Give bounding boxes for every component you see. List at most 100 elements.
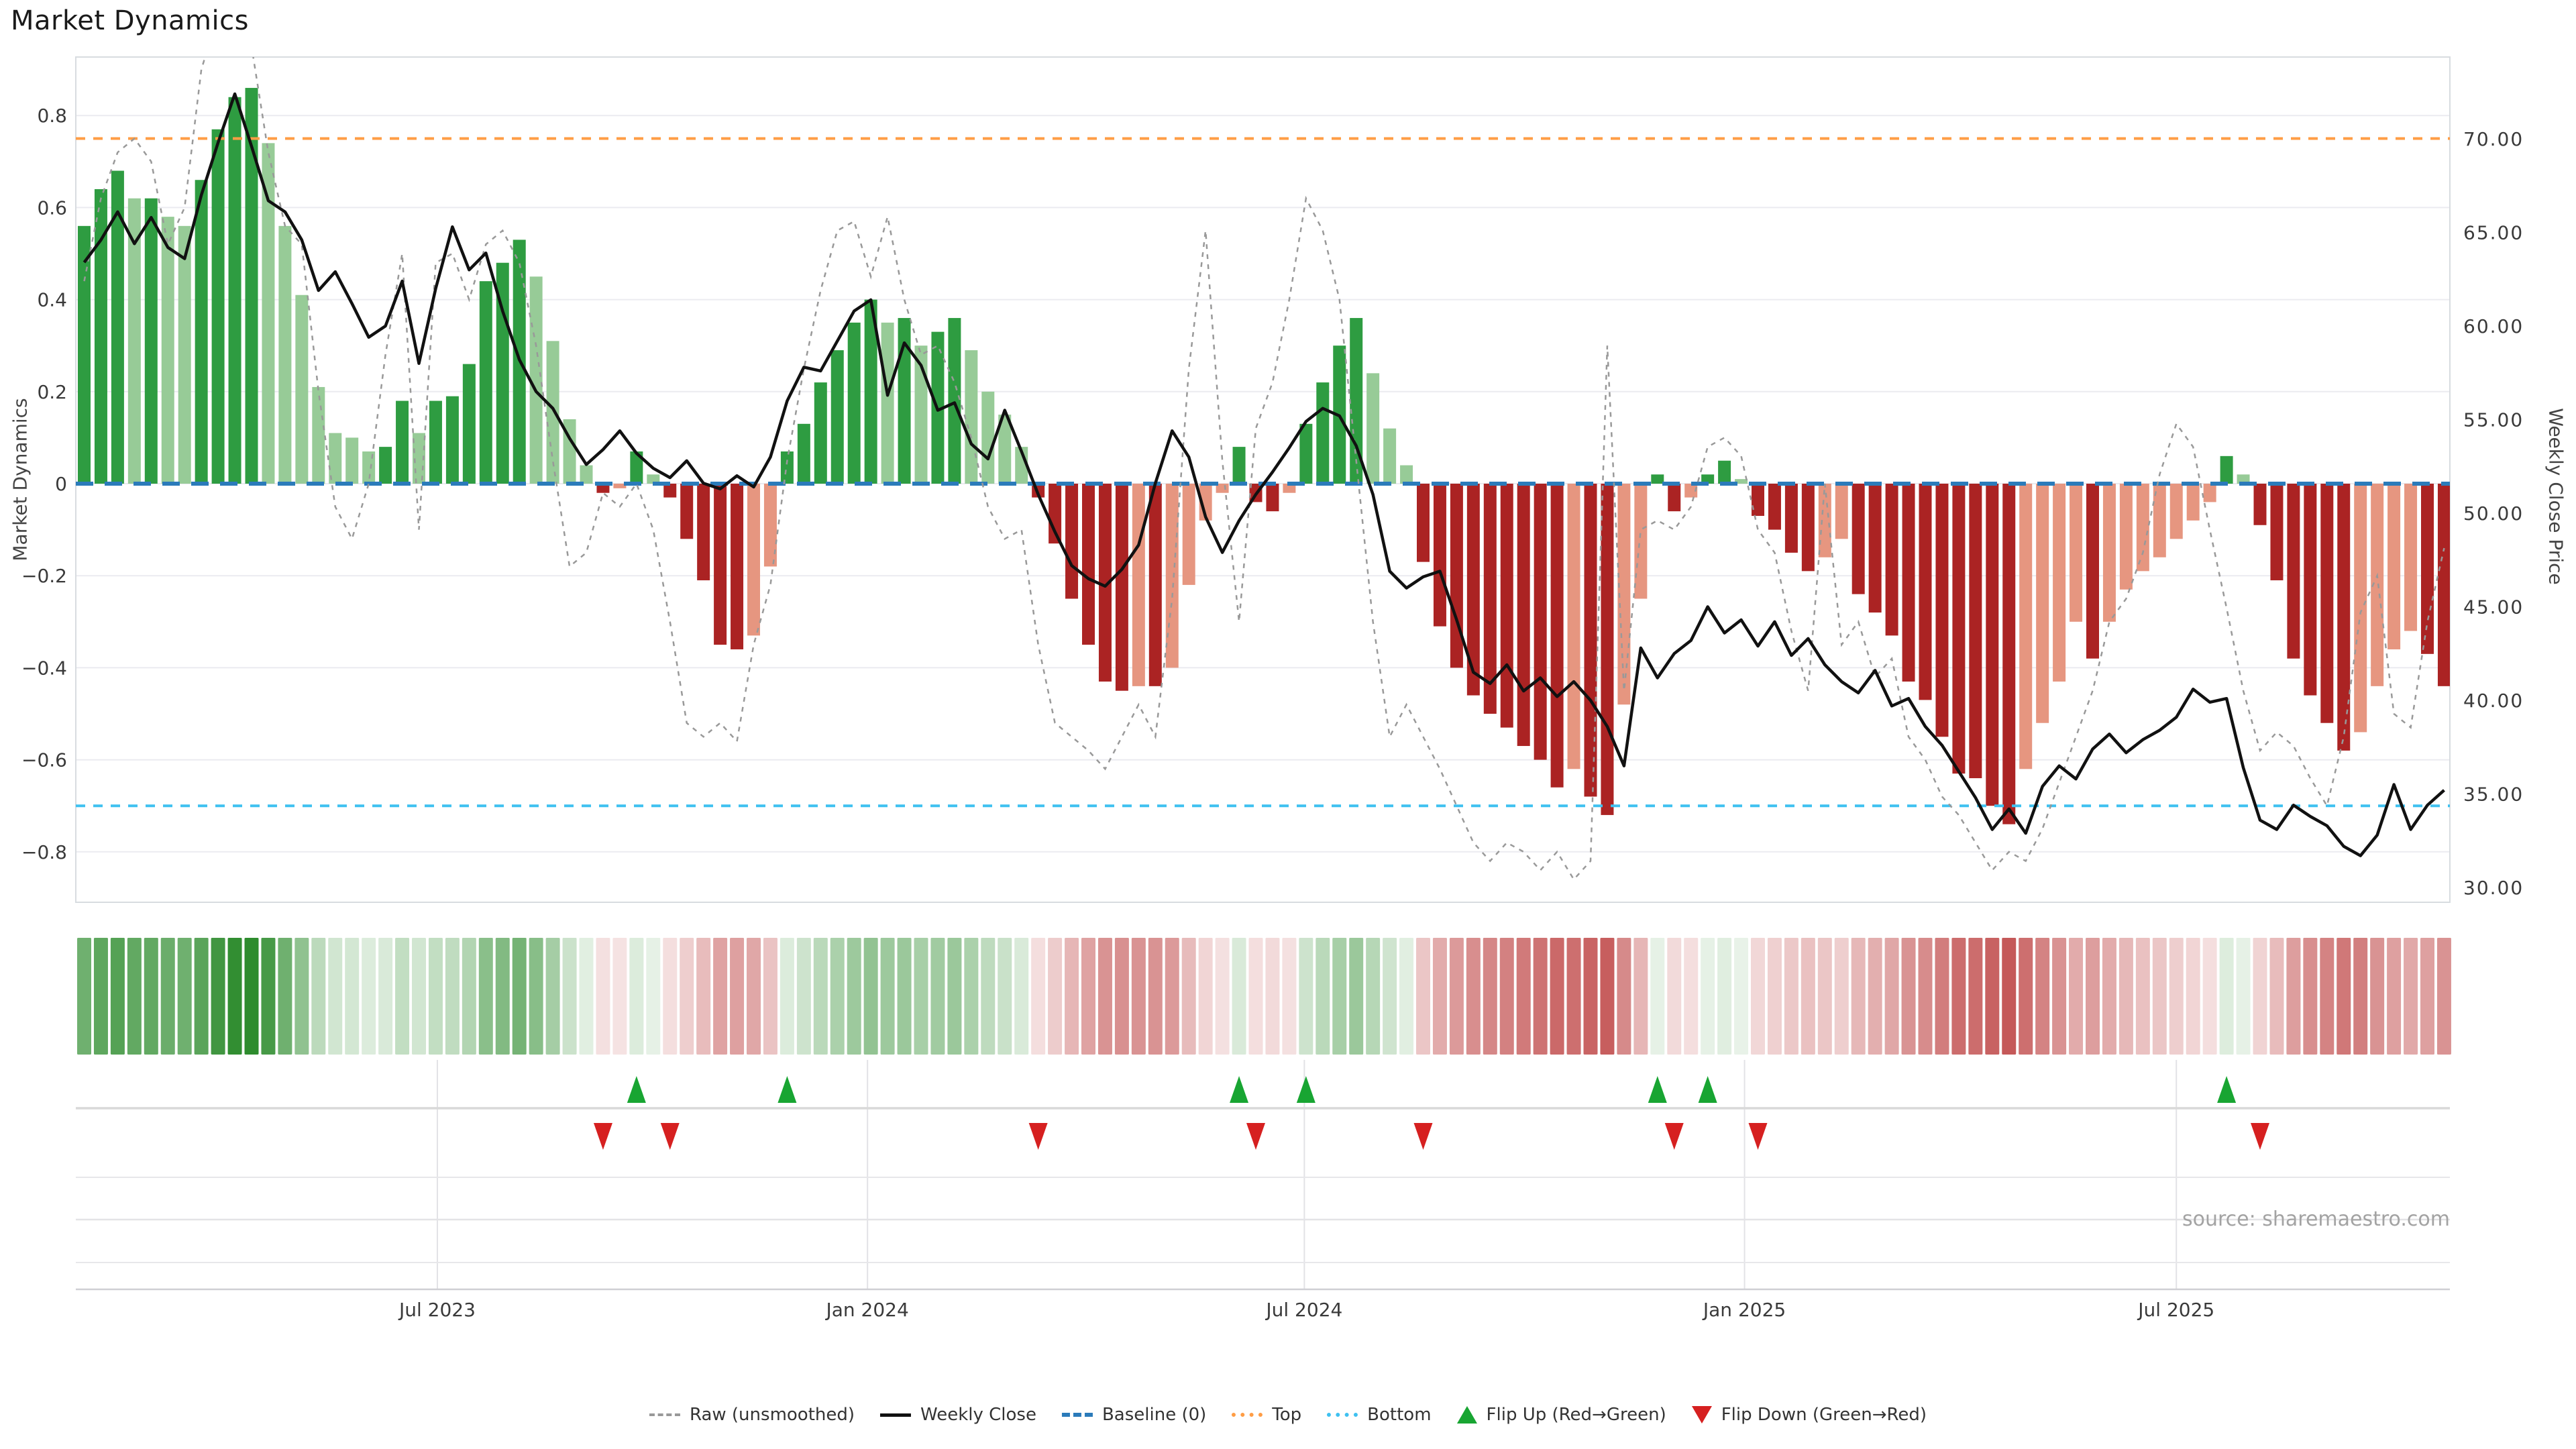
dynamics-bar	[1752, 484, 1764, 517]
heatmap-cell	[2118, 938, 2133, 1055]
heatmap-cell	[1366, 938, 1381, 1055]
right-axis-tick: 60.00	[2463, 315, 2524, 337]
heatmap-cell	[1449, 938, 1464, 1055]
heatmap-cell	[562, 938, 577, 1055]
flip-up-markers	[627, 1076, 2237, 1103]
heatmap-cell	[830, 938, 845, 1055]
flip-down-markers	[593, 1123, 2269, 1150]
x-axis-tick: Jul 2023	[398, 1299, 476, 1321]
legend-item-label: Top	[1272, 1405, 1302, 1425]
flip-down-marker	[1246, 1123, 1265, 1150]
heatmap-cell	[2102, 938, 2116, 1055]
dynamics-bar	[1601, 484, 1614, 815]
heatmap-cell	[2086, 938, 2100, 1055]
baseline-legend-swatch	[1061, 1413, 1093, 1417]
heatmap-cell	[612, 938, 627, 1055]
heatmap-cell	[1617, 938, 1631, 1055]
dynamics-bar	[1718, 460, 1731, 484]
dynamics-bar	[396, 400, 409, 484]
heatmap-cell	[930, 938, 945, 1055]
dynamics-bar	[1065, 484, 1079, 599]
heatmap-cell	[897, 938, 912, 1055]
right-axis-tick: 45.00	[2463, 596, 2524, 619]
heatmap-cell	[1332, 938, 1347, 1055]
chart-legend: Raw (unsmoothed) Weekly Close Baseline (0)…	[649, 1405, 1927, 1425]
dynamics-bar	[262, 143, 275, 484]
heatmap-cell	[545, 938, 560, 1055]
heatmap-cell	[1851, 938, 1866, 1055]
flip-up-marker	[1648, 1076, 1667, 1103]
dynamics-bar	[1969, 484, 1982, 779]
dynamics-bar	[2337, 484, 2351, 751]
heatmap-cell	[1232, 938, 1246, 1055]
heatmap-cell	[1081, 938, 1095, 1055]
heatmap-cell	[780, 938, 794, 1055]
heatmap-cell	[1349, 938, 1364, 1055]
heatmap-cell	[1048, 938, 1063, 1055]
dynamics-bar	[1684, 484, 1698, 498]
dynamics-bar	[1299, 423, 1313, 484]
dynamics-bar	[1902, 484, 1915, 682]
dynamics-bar	[295, 294, 309, 484]
dynamics-bar	[1935, 484, 1949, 737]
legend-item-label: Flip Down (Green→Red)	[1721, 1405, 1927, 1425]
heatmap-strip	[77, 938, 2451, 1055]
heatmap-cell	[1834, 938, 1849, 1055]
heatmap-cell	[1065, 938, 1079, 1055]
dynamics-bar	[881, 322, 894, 484]
x-axis-tick: Jul 2025	[2137, 1299, 2214, 1321]
heatmap-cell	[1817, 938, 1832, 1055]
heatmap-cell	[1198, 938, 1213, 1055]
dynamics-bar	[2153, 484, 2166, 557]
heatmap-cell	[1650, 938, 1665, 1055]
heatmap-cell	[345, 938, 360, 1055]
dynamics-bar	[1266, 484, 1279, 512]
dynamics-bar	[1132, 484, 1145, 686]
heatmap-cell	[362, 938, 376, 1055]
dynamics-bar	[1735, 479, 1748, 484]
dynamics-bar	[680, 484, 694, 539]
heatmap-cell	[1600, 938, 1615, 1055]
left-axis-tick: −0.2	[21, 565, 67, 587]
x-axis-tick: Jul 2024	[1265, 1299, 1342, 1321]
left-axis-tick: 0.2	[37, 381, 67, 403]
heatmap-cell	[428, 938, 443, 1055]
dynamics-bar	[1617, 484, 1631, 705]
bottom-legend-swatch	[1327, 1413, 1358, 1417]
heatmap-cell	[110, 938, 125, 1055]
dynamics-bar	[714, 484, 727, 645]
dynamics-bar	[965, 350, 978, 484]
close-legend-swatch	[880, 1413, 912, 1417]
dynamics-bar	[2002, 484, 2016, 824]
heatmap-cell	[1667, 938, 1682, 1055]
heatmap-cell	[813, 938, 828, 1055]
marker-panel-grid	[76, 1060, 2450, 1291]
dynamics-bar	[1433, 484, 1446, 627]
heatmap-cell	[2420, 938, 2434, 1055]
dynamics-bar	[2102, 484, 2116, 622]
heatmap-cell	[629, 938, 644, 1055]
heatmap-cell	[1968, 938, 1983, 1055]
left-axis-tick: −0.6	[21, 749, 67, 771]
dynamics-bar	[345, 437, 359, 484]
dynamics-bar	[1818, 484, 1831, 557]
dynamics-bar	[1868, 484, 1882, 613]
heatmap-cell	[160, 938, 175, 1055]
legend-item-label: Bottom	[1367, 1405, 1432, 1425]
dynamics-bar	[1199, 484, 1212, 521]
legend-item-close: Weekly Close	[880, 1405, 1036, 1425]
dynamics-bar	[195, 180, 208, 484]
heatmap-cell	[2169, 938, 2184, 1055]
dynamics-bar	[2404, 484, 2418, 631]
raw-unsmoothed-line	[83, 57, 2445, 881]
dynamics-bar	[1584, 484, 1597, 797]
dynamics-bar	[1567, 484, 1580, 769]
heatmap-cell	[445, 938, 460, 1055]
dynamics-bar	[596, 484, 610, 493]
dynamics-bar	[1986, 484, 1999, 806]
heatmap-cell	[77, 938, 91, 1055]
dynamics-bar	[1400, 465, 1413, 484]
left-axis-tick: 0.4	[37, 289, 67, 311]
dynamics-bar	[1232, 447, 1246, 484]
